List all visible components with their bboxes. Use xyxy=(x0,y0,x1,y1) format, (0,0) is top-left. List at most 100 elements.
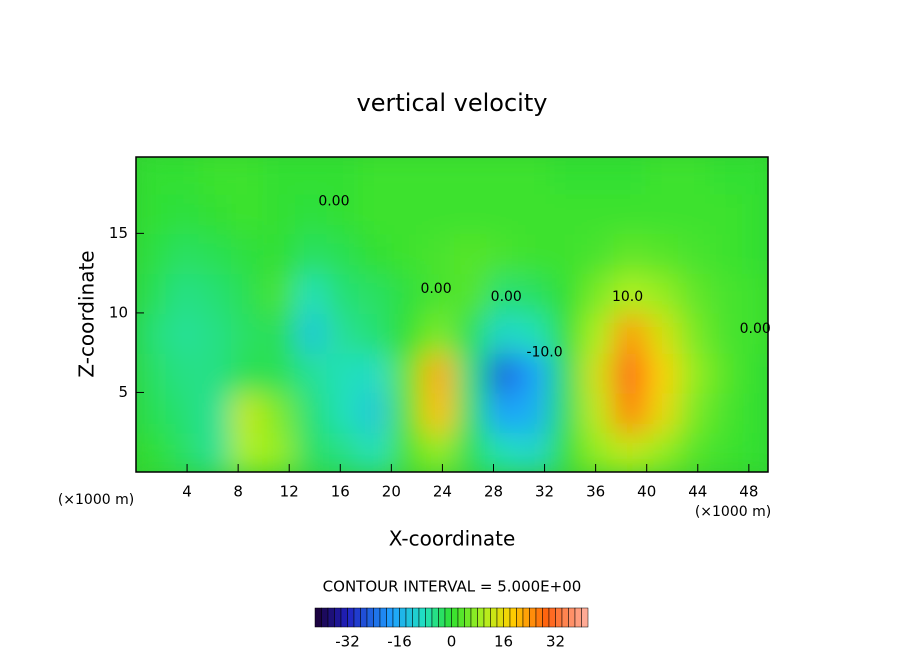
cell xyxy=(230,391,265,434)
colorbar-box xyxy=(574,607,582,628)
cell xyxy=(741,351,768,394)
cell xyxy=(454,431,489,472)
cell xyxy=(518,232,552,275)
colorbar-tick-label: 0 xyxy=(447,633,457,651)
colorbar-tick-label: -32 xyxy=(335,633,360,651)
cell xyxy=(390,431,425,472)
cell xyxy=(709,431,744,472)
cell xyxy=(518,192,552,235)
cell xyxy=(294,272,329,314)
cell xyxy=(198,192,233,235)
cell xyxy=(486,157,521,195)
cell xyxy=(262,311,297,354)
cell xyxy=(294,431,329,472)
cell xyxy=(709,351,744,394)
colorbar-box xyxy=(314,607,322,628)
cell xyxy=(294,311,329,354)
cell xyxy=(230,232,265,275)
cell xyxy=(645,232,680,275)
cell xyxy=(390,157,425,195)
cell xyxy=(677,192,712,235)
colorbar-box xyxy=(334,607,342,628)
cell xyxy=(677,157,712,195)
cell xyxy=(230,272,265,314)
cell xyxy=(136,431,169,472)
cell xyxy=(136,157,169,195)
cell xyxy=(422,391,457,434)
cell xyxy=(741,391,768,434)
colorbar-box xyxy=(542,607,550,628)
colorbar-box xyxy=(386,607,394,628)
cell xyxy=(454,311,489,354)
cell xyxy=(486,272,521,314)
x-tick-label: 28 xyxy=(484,483,503,501)
cell xyxy=(613,311,648,354)
x-tick-label: 48 xyxy=(739,483,758,501)
colorbar-box xyxy=(431,607,439,628)
colorbar-box xyxy=(418,607,426,628)
contour-note: CONTOUR INTERVAL = 5.000E+00 xyxy=(323,578,582,596)
cell xyxy=(422,351,457,394)
colorbar-box xyxy=(516,607,524,628)
y-unit-label: (×1000 m) xyxy=(58,492,134,508)
cell xyxy=(358,232,393,275)
contour-label: 0.00 xyxy=(318,194,349,210)
colorbar-box xyxy=(340,607,348,628)
cell xyxy=(613,431,648,472)
x-axis-label: X-coordinate xyxy=(389,527,516,551)
cell xyxy=(198,311,233,354)
cell xyxy=(677,272,712,314)
cell xyxy=(677,232,712,275)
cell xyxy=(486,232,521,275)
cell xyxy=(230,157,265,195)
cell xyxy=(166,351,201,394)
cell xyxy=(645,311,680,354)
cell xyxy=(645,157,680,195)
cell xyxy=(294,192,329,235)
contour-label: 0.00 xyxy=(491,289,522,305)
cell xyxy=(581,272,616,314)
cell xyxy=(358,272,393,314)
x-tick-label: 24 xyxy=(433,483,452,501)
cell xyxy=(230,431,265,472)
cell xyxy=(136,311,169,354)
cell xyxy=(518,157,552,195)
cell xyxy=(741,192,768,235)
y-axis-label: Z-coordinate xyxy=(75,250,99,377)
cell xyxy=(358,192,393,235)
cell xyxy=(486,431,521,472)
x-tick-label: 32 xyxy=(535,483,554,501)
cell xyxy=(136,351,169,394)
cell xyxy=(454,157,489,195)
cell xyxy=(198,272,233,314)
cell xyxy=(230,351,265,394)
cell xyxy=(518,391,552,434)
colorbar-box xyxy=(548,607,556,628)
field xyxy=(136,157,768,472)
cell xyxy=(549,232,584,275)
cell xyxy=(709,192,744,235)
cell xyxy=(166,232,201,275)
colorbar-box xyxy=(321,607,329,628)
colorbar-box xyxy=(535,607,543,628)
cell xyxy=(390,351,425,394)
cell xyxy=(262,157,297,195)
cell xyxy=(326,157,361,195)
cell xyxy=(486,311,521,354)
cell xyxy=(518,431,552,472)
cell xyxy=(262,272,297,314)
cell xyxy=(262,391,297,434)
cell xyxy=(166,391,201,434)
y-tick-label: 10 xyxy=(109,303,128,321)
colorbar-box xyxy=(464,607,472,628)
cell xyxy=(166,311,201,354)
colorbar-box xyxy=(373,607,381,628)
cell xyxy=(581,232,616,275)
cell xyxy=(358,311,393,354)
cell xyxy=(358,391,393,434)
cell xyxy=(262,232,297,275)
cell xyxy=(326,192,361,235)
cell xyxy=(422,157,457,195)
x-tick-label: 20 xyxy=(382,483,401,501)
